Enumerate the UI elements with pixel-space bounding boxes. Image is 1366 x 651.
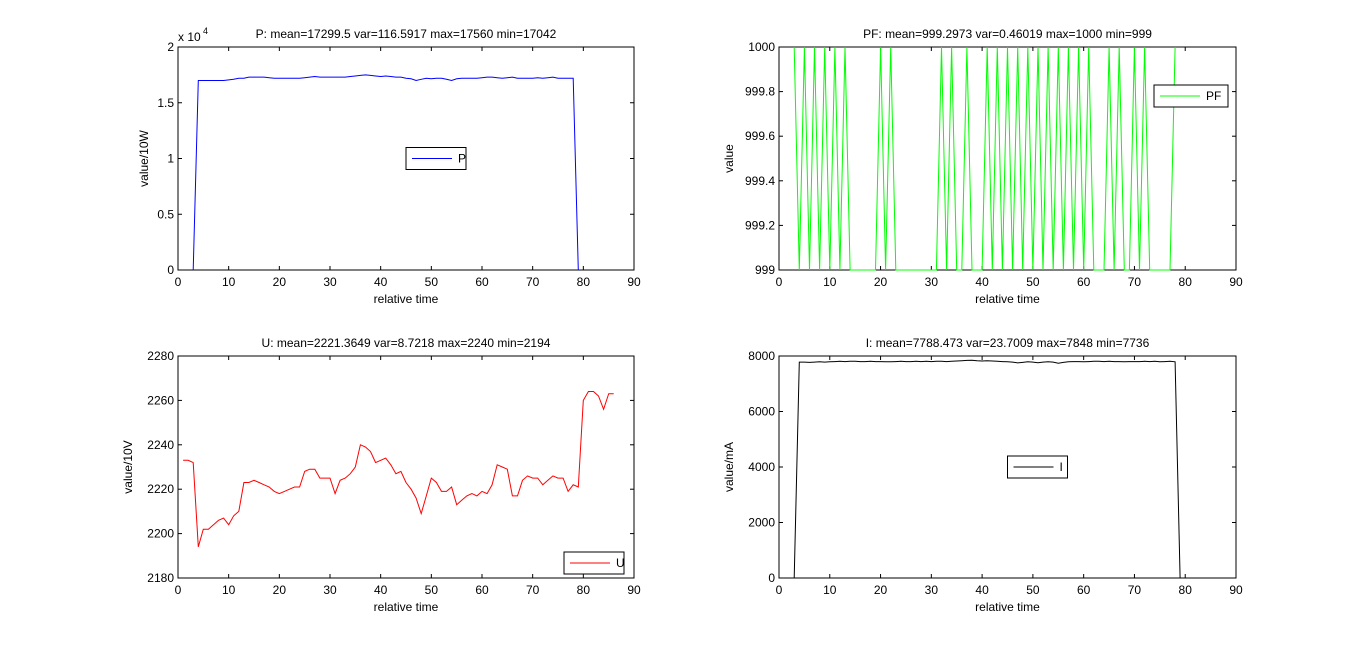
x-tick-label: 40 xyxy=(374,275,388,289)
y-tick-label: 0 xyxy=(167,263,174,277)
x-tick-label: 60 xyxy=(475,583,489,597)
y-exponent-power: 4 xyxy=(203,26,208,36)
y-exponent-label: x 10 xyxy=(178,30,201,44)
x-axis-label: relative time xyxy=(374,600,439,614)
x-tick-label: 10 xyxy=(823,275,837,289)
chart-panel-p: 0 10 20 30 40 50 60 70 80 90 0 0.5 1 1.5 2 P: mean=1729… xyxy=(137,26,641,306)
x-tick-label: 50 xyxy=(1026,275,1040,289)
x-tick-label: 30 xyxy=(925,275,939,289)
legend-label: U xyxy=(616,556,625,570)
x-axis-label: relative time xyxy=(374,292,439,306)
x-tick-label: 40 xyxy=(975,275,989,289)
y-tick-label: 1 xyxy=(167,152,174,166)
y-tick-label: 2240 xyxy=(147,438,174,452)
x-tick-label: 80 xyxy=(577,583,591,597)
x-tick-label: 90 xyxy=(1229,583,1243,597)
x-tick-label: 70 xyxy=(526,583,540,597)
chart-panel-i: 0 10 20 30 40 50 60 70 80 90 0 2000 4000 6000 8000 I: m… xyxy=(722,336,1243,614)
x-tick-label: 50 xyxy=(425,275,439,289)
y-tick-label: 2220 xyxy=(147,482,174,496)
chart-panel-pf: 0 10 20 30 40 50 60 70 80 90 999 999.2 999.4 999.6 999… xyxy=(722,27,1243,306)
x-tick-label: 30 xyxy=(323,583,337,597)
x-tick-label: 10 xyxy=(823,583,837,597)
x-tick-label: 90 xyxy=(627,275,641,289)
legend-label: PF xyxy=(1206,89,1221,103)
y-tick-label: 0.5 xyxy=(157,207,174,221)
x-tick-label: 60 xyxy=(1077,275,1091,289)
x-tick-label: 40 xyxy=(975,583,989,597)
x-tick-label: 80 xyxy=(577,275,591,289)
x-tick-label: 20 xyxy=(273,583,287,597)
x-tick-label: 0 xyxy=(776,583,783,597)
y-tick-label: 2200 xyxy=(147,527,174,541)
legend: PF xyxy=(1154,85,1228,107)
y-tick-label: 2260 xyxy=(147,393,174,407)
x-tick-label: 60 xyxy=(475,275,489,289)
y-tick-label: 2280 xyxy=(147,349,174,363)
x-tick-label: 70 xyxy=(1128,275,1142,289)
x-tick-label: 80 xyxy=(1179,275,1193,289)
y-axis-label: value/10V xyxy=(121,440,135,493)
x-tick-label: 80 xyxy=(1179,583,1193,597)
y-tick-label: 999 xyxy=(755,263,775,277)
chart-title: P: mean=17299.5 var=116.5917 max=17560 m… xyxy=(256,27,557,41)
y-tick-label: 999.6 xyxy=(745,129,775,143)
chart-title: PF: mean=999.2973 var=0.46019 max=1000 m… xyxy=(863,27,1152,41)
legend: U xyxy=(564,552,625,574)
legend-label: P xyxy=(458,152,466,166)
x-tick-label: 10 xyxy=(222,583,236,597)
x-tick-label: 50 xyxy=(425,583,439,597)
y-tick-label: 6000 xyxy=(748,405,775,419)
y-tick-label: 2000 xyxy=(748,516,775,530)
chart-title: U: mean=2221.3649 var=8.7218 max=2240 mi… xyxy=(262,336,551,350)
y-axis-label: value/10W xyxy=(137,129,151,186)
x-tick-label: 40 xyxy=(374,583,388,597)
x-tick-label: 20 xyxy=(874,275,888,289)
x-axis-label: relative time xyxy=(975,600,1040,614)
x-tick-label: 20 xyxy=(273,275,287,289)
chart-panel-u: 0 10 20 30 40 50 60 70 80 90 2180 2200 2220 2240 2260 2… xyxy=(121,336,641,614)
x-tick-label: 0 xyxy=(776,275,783,289)
y-tick-label: 999.8 xyxy=(745,85,775,99)
y-tick-label: 999.2 xyxy=(745,218,775,232)
y-tick-label: 4000 xyxy=(748,460,775,474)
y-tick-label: 2180 xyxy=(147,571,174,585)
x-tick-label: 70 xyxy=(1128,583,1142,597)
x-tick-label: 10 xyxy=(222,275,236,289)
x-tick-label: 0 xyxy=(175,275,182,289)
x-tick-label: 70 xyxy=(526,275,540,289)
x-tick-label: 30 xyxy=(925,583,939,597)
legend: I xyxy=(1008,456,1068,478)
x-tick-label: 60 xyxy=(1077,583,1091,597)
y-tick-label: 8000 xyxy=(748,349,775,363)
x-tick-label: 50 xyxy=(1026,583,1040,597)
legend-label: I xyxy=(1060,460,1063,474)
y-tick-label: 0 xyxy=(768,571,775,585)
y-tick-label: 1.5 xyxy=(157,96,174,110)
x-axis-label: relative time xyxy=(975,292,1040,306)
y-tick-label: 2 xyxy=(167,40,174,54)
y-axis-label: value xyxy=(722,144,736,173)
legend: P xyxy=(406,148,466,170)
plot-area xyxy=(178,356,634,578)
x-tick-label: 30 xyxy=(323,275,337,289)
x-tick-label: 20 xyxy=(874,583,888,597)
y-tick-label: 999.4 xyxy=(745,174,775,188)
x-tick-label: 0 xyxy=(175,583,182,597)
x-tick-label: 90 xyxy=(1229,275,1243,289)
y-tick-label: 1000 xyxy=(748,40,775,54)
chart-title: I: mean=7788.473 var=23.7009 max=7848 mi… xyxy=(866,336,1150,350)
x-tick-label: 90 xyxy=(627,583,641,597)
y-axis-label: value/mA xyxy=(722,442,736,492)
